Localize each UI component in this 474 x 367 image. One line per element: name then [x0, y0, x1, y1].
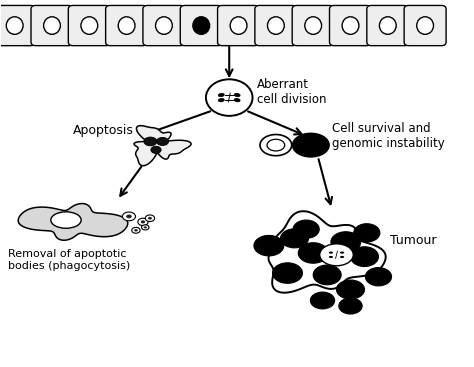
Text: Cell survival and
genomic instability: Cell survival and genomic instability	[332, 122, 445, 150]
Ellipse shape	[339, 298, 362, 314]
Ellipse shape	[219, 93, 224, 97]
FancyBboxPatch shape	[180, 6, 222, 46]
Ellipse shape	[260, 135, 292, 156]
Ellipse shape	[81, 17, 98, 34]
Ellipse shape	[365, 268, 392, 286]
Ellipse shape	[267, 139, 285, 151]
Ellipse shape	[281, 229, 309, 248]
Ellipse shape	[44, 17, 60, 34]
Ellipse shape	[145, 215, 155, 222]
Ellipse shape	[267, 17, 284, 34]
FancyBboxPatch shape	[367, 6, 409, 46]
Ellipse shape	[417, 17, 434, 34]
FancyBboxPatch shape	[255, 6, 297, 46]
FancyBboxPatch shape	[68, 6, 110, 46]
Ellipse shape	[293, 220, 319, 238]
Ellipse shape	[51, 212, 81, 228]
FancyBboxPatch shape	[106, 6, 147, 46]
Ellipse shape	[350, 247, 378, 266]
Ellipse shape	[310, 292, 335, 309]
FancyBboxPatch shape	[292, 6, 334, 46]
Ellipse shape	[313, 265, 341, 285]
Ellipse shape	[292, 134, 329, 157]
Text: Removal of apoptotic
bodies (phagocytosis): Removal of apoptotic bodies (phagocytosi…	[8, 250, 130, 271]
Ellipse shape	[6, 17, 23, 34]
Ellipse shape	[379, 17, 396, 34]
Ellipse shape	[340, 251, 344, 254]
Ellipse shape	[329, 256, 333, 258]
Text: Tumour: Tumour	[390, 234, 437, 247]
Polygon shape	[134, 126, 191, 166]
Ellipse shape	[118, 17, 135, 34]
Text: Aberrant
cell division: Aberrant cell division	[257, 78, 327, 106]
Ellipse shape	[148, 217, 152, 219]
FancyBboxPatch shape	[404, 6, 446, 46]
Ellipse shape	[151, 146, 161, 153]
Ellipse shape	[144, 137, 157, 146]
Ellipse shape	[298, 243, 328, 263]
Ellipse shape	[132, 228, 140, 233]
Polygon shape	[18, 204, 128, 240]
Ellipse shape	[219, 98, 224, 102]
FancyBboxPatch shape	[0, 6, 36, 46]
Ellipse shape	[134, 229, 138, 232]
Ellipse shape	[337, 280, 365, 299]
Ellipse shape	[329, 251, 333, 254]
Ellipse shape	[254, 235, 284, 256]
Ellipse shape	[126, 215, 132, 218]
Ellipse shape	[141, 220, 145, 224]
Ellipse shape	[354, 224, 380, 242]
Ellipse shape	[273, 263, 302, 283]
Ellipse shape	[144, 226, 147, 229]
Ellipse shape	[193, 17, 210, 34]
FancyBboxPatch shape	[218, 6, 260, 46]
Ellipse shape	[142, 225, 149, 230]
Ellipse shape	[234, 98, 240, 102]
Ellipse shape	[340, 256, 344, 258]
FancyBboxPatch shape	[31, 6, 73, 46]
Text: Apoptosis: Apoptosis	[73, 124, 134, 137]
Ellipse shape	[230, 17, 247, 34]
Ellipse shape	[138, 218, 148, 226]
Circle shape	[206, 79, 253, 116]
Ellipse shape	[331, 232, 361, 252]
Ellipse shape	[155, 17, 173, 34]
Ellipse shape	[234, 93, 240, 97]
Ellipse shape	[305, 17, 321, 34]
Polygon shape	[269, 211, 386, 293]
FancyBboxPatch shape	[329, 6, 372, 46]
Ellipse shape	[319, 244, 353, 266]
Ellipse shape	[156, 137, 169, 145]
Ellipse shape	[122, 212, 136, 221]
FancyBboxPatch shape	[143, 6, 185, 46]
Ellipse shape	[342, 17, 359, 34]
